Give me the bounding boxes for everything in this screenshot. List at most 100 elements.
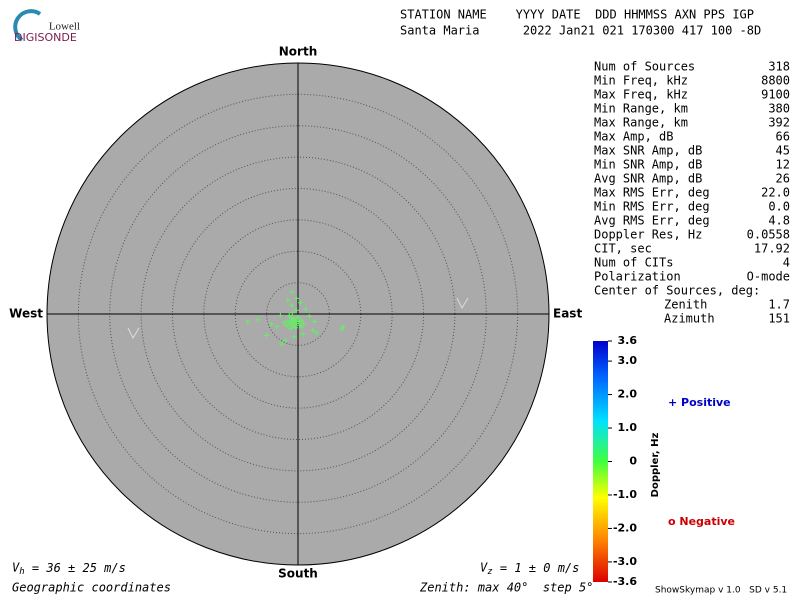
south-label: South [278, 567, 318, 581]
stat-label: Avg RMS Err, deg [594, 214, 710, 228]
source-point [284, 323, 290, 329]
source-point [298, 317, 304, 323]
stat-label: Num of CITs [594, 256, 673, 270]
source-point [296, 319, 302, 325]
source-point [288, 319, 294, 325]
stat-label: Polarization [594, 270, 681, 284]
version-label: ShowSkymap v 1.0 SD v 5.1 [655, 586, 787, 596]
coords-label: Geographic coordinates [12, 581, 171, 595]
stat-value: 4 [783, 256, 790, 270]
source-point [293, 307, 299, 313]
source-point [291, 334, 297, 340]
source-point [264, 332, 270, 338]
source-point [339, 326, 345, 332]
stat-value: 1.7 [768, 298, 790, 312]
header-labels: STATION NAME YYYY DATE DDD HHMMSS AXN PP… [400, 8, 754, 22]
stat-value: 4.8 [768, 214, 790, 228]
source-point [287, 325, 293, 331]
source-point [281, 320, 287, 326]
source-point [285, 297, 291, 303]
stat-value: 392 [768, 116, 790, 130]
logo-top: Lowell [49, 21, 80, 33]
vector-marker [127, 327, 140, 340]
stat-value: 45 [776, 144, 790, 158]
source-point [299, 324, 305, 330]
header-values: Santa Maria 2022 Jan21 021 170300 417 10… [400, 24, 761, 38]
stat-label: Min SNR Amp, dB [594, 158, 702, 172]
stat-value: 318 [768, 60, 790, 74]
stat-value: 66 [776, 130, 790, 144]
source-point [289, 289, 295, 295]
stat-value: 0.0 [768, 200, 790, 214]
logo-arc [13, 9, 42, 42]
stat-value: 151 [768, 312, 790, 326]
colorbar-tick-label: 3.0 [618, 354, 638, 367]
north-label: North [279, 45, 317, 59]
source-point [269, 321, 275, 327]
logo: Lowell DIGISONDE [13, 9, 80, 44]
logo-bottom: DIGISONDE [14, 31, 77, 44]
source-point [255, 317, 261, 323]
source-point [279, 341, 285, 347]
stat-value: 380 [768, 102, 790, 116]
colorbar-tick-label: -3.0 [613, 555, 637, 568]
source-point [295, 314, 301, 320]
stat-label: Avg SNR Amp, dB [594, 172, 702, 186]
source-point [340, 324, 346, 330]
source-point [282, 337, 288, 343]
colorbar-tick-label: -1.0 [613, 488, 637, 501]
stat-value: 12 [776, 158, 790, 172]
colorbar-tick-label: -2.0 [613, 521, 637, 534]
stat-value: 17.92 [754, 242, 790, 256]
stat-label: Zenith [664, 298, 707, 312]
source-point [274, 324, 280, 330]
colorbar-tick-label: 1.0 [618, 421, 638, 434]
colorbar-title: Doppler, Hz [650, 433, 661, 498]
stat-label: Max SNR Amp, dB [594, 144, 702, 158]
stat-value: O-mode [747, 270, 790, 284]
source-point [301, 320, 307, 326]
zenith-label: Zenith: max 40° step 5° [419, 581, 593, 595]
stat-value: 8800 [761, 74, 790, 88]
source-point [285, 318, 291, 324]
colorbar [593, 341, 608, 582]
stat-label: CIT, sec [594, 242, 652, 256]
stat-label: Min RMS Err, deg [594, 200, 710, 214]
vz-label: Vz = 1 ± 0 m/s [480, 561, 579, 577]
source-point [287, 321, 293, 327]
source-point [289, 302, 295, 308]
stat-label: Center of Sources, deg: [594, 284, 760, 298]
stat-label: Max Amp, dB [594, 130, 673, 144]
west-label: West [9, 307, 43, 321]
source-point [286, 313, 292, 319]
stat-value: 0.0558 [747, 228, 790, 242]
vz-value: 1 ± 0 m/s [514, 561, 579, 575]
stat-label: Min Freq, kHz [594, 74, 688, 88]
source-point [292, 325, 298, 331]
source-point [298, 300, 304, 306]
colorbar-tick-label: 0 [629, 455, 637, 468]
source-point [311, 319, 317, 325]
vector-marker [456, 297, 469, 310]
source-point [245, 319, 251, 325]
vh-value: 36 ± 25 m/s [45, 561, 125, 575]
stat-label: Max Range, km [594, 116, 688, 130]
stat-value: 9100 [761, 88, 790, 102]
source-point [303, 306, 309, 312]
source-point [291, 318, 297, 324]
stat-value: 22.0 [761, 186, 790, 200]
source-point [310, 327, 316, 333]
source-point [300, 331, 306, 337]
stat-label: Doppler Res, Hz [594, 228, 702, 242]
stat-label: Max RMS Err, deg [594, 186, 710, 200]
stat-label: Max Freq, kHz [594, 88, 688, 102]
source-point [314, 330, 320, 336]
stat-label: Min Range, km [594, 102, 688, 116]
colorbar-tick-label: 3.6 [618, 334, 638, 347]
colorbar-tick-label: 2.0 [618, 388, 638, 401]
stat-label: Num of Sources [594, 60, 695, 74]
source-point [306, 314, 312, 320]
source-point [294, 295, 300, 301]
